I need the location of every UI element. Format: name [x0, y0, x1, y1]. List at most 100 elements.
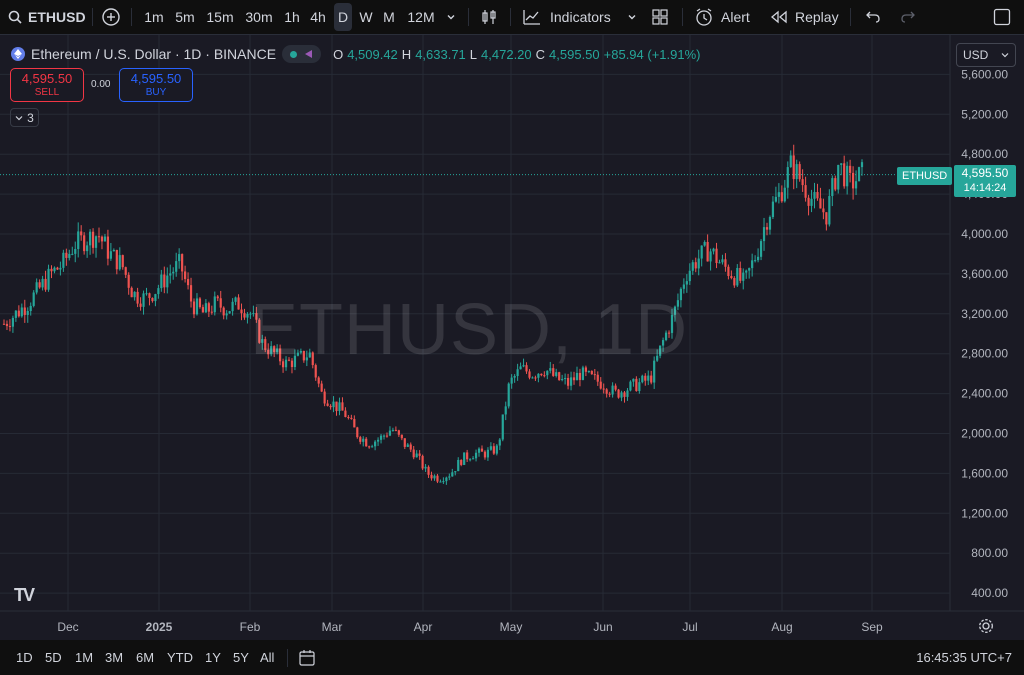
- candle-body: [240, 309, 243, 314]
- candle-body: [445, 477, 448, 482]
- candle-body: [290, 360, 294, 368]
- candle-body: [65, 252, 68, 258]
- symbol-search[interactable]: ETHUSD: [8, 0, 86, 34]
- candle-body: [424, 466, 427, 469]
- price-tick-label: 4,000.00: [961, 227, 1008, 241]
- interval-m[interactable]: M: [383, 9, 395, 25]
- redo-button[interactable]: [897, 0, 919, 34]
- range-1y[interactable]: 1Y: [205, 650, 221, 665]
- undo-button[interactable]: [862, 0, 884, 34]
- price-chart[interactable]: 5,600.005,200.004,800.004,400.004,000.00…: [0, 35, 1024, 641]
- indicators-collapse-button[interactable]: 3: [10, 108, 39, 127]
- market-status[interactable]: [282, 45, 322, 63]
- candle-body: [169, 273, 172, 276]
- candle-body: [736, 267, 739, 286]
- candle-body: [587, 371, 590, 373]
- candle-body: [837, 164, 840, 190]
- timezone-clock[interactable]: 16:45:35 UTC+7: [916, 650, 1012, 665]
- candle-body: [371, 446, 374, 448]
- interval-5m[interactable]: 5m: [175, 9, 195, 25]
- candle-body: [454, 471, 457, 473]
- sell-button[interactable]: 4,595.50 SELL: [10, 68, 84, 102]
- goto-date-button[interactable]: [298, 640, 316, 675]
- interval-4h[interactable]: 4h: [310, 9, 326, 25]
- candle-body: [50, 268, 53, 272]
- interval-w[interactable]: W: [359, 9, 373, 25]
- candle-body: [676, 300, 680, 307]
- candle-body: [103, 236, 107, 242]
- range-5d[interactable]: 5D: [45, 650, 62, 665]
- candle-body: [124, 267, 127, 275]
- range-1d[interactable]: 1D: [16, 650, 33, 665]
- change-value: +85.94 (+1.91%): [603, 46, 701, 62]
- chart-pane[interactable]: 5,600.005,200.004,800.004,400.004,000.00…: [0, 34, 1024, 640]
- candle-body: [38, 282, 41, 288]
- fullscreen-button[interactable]: [990, 0, 1014, 34]
- market-open-dot: [290, 50, 298, 58]
- alarm-clock-icon: [696, 8, 712, 26]
- candle-body: [549, 368, 552, 371]
- candle-body: [216, 296, 219, 299]
- candle-body: [762, 227, 766, 242]
- interval-dropdown[interactable]: [442, 0, 460, 34]
- range-1m[interactable]: 1M: [75, 650, 94, 665]
- range-6m[interactable]: 6M: [136, 650, 155, 665]
- candle-body: [751, 260, 754, 269]
- candle-body: [320, 383, 323, 392]
- interval-1h[interactable]: 1h: [284, 9, 300, 25]
- price-tick-label: 800.00: [971, 546, 1008, 560]
- candle-body: [181, 254, 184, 272]
- candle-body: [186, 279, 190, 286]
- candle-body: [388, 430, 392, 436]
- compare-symbol-button[interactable]: [100, 0, 122, 34]
- candle-body: [279, 348, 282, 362]
- candle-body: [195, 298, 199, 315]
- candle-body: [246, 313, 249, 318]
- candle-body: [442, 481, 445, 483]
- range-ytd[interactable]: YTD: [167, 650, 193, 665]
- buy-button[interactable]: 4,595.50 BUY: [119, 68, 193, 102]
- symbol-title[interactable]: Ethereum / U.S. Dollar · 1D · BINANCE: [31, 46, 277, 62]
- price-tick-label: 3,600.00: [961, 267, 1008, 281]
- interval-15m[interactable]: 15m: [206, 9, 234, 25]
- candle-body: [204, 303, 207, 313]
- replay-button[interactable]: Replay: [770, 0, 840, 34]
- candle-body: [56, 267, 59, 270]
- time-tick-label: Feb: [240, 620, 261, 634]
- candle-body: [71, 253, 74, 255]
- candle-body: [23, 307, 26, 315]
- alert-button[interactable]: Alert: [694, 0, 756, 34]
- candle-body: [480, 448, 484, 452]
- candle-body: [314, 365, 317, 378]
- candle-body: [608, 393, 611, 395]
- layouts-button[interactable]: [649, 0, 671, 34]
- candle-body: [531, 377, 534, 379]
- symbol-name: ETHUSD: [28, 9, 86, 25]
- candle-body: [739, 267, 742, 281]
- candle-body: [581, 367, 585, 380]
- candle-body: [344, 410, 347, 418]
- candle-body: [41, 278, 44, 288]
- chart-type-button[interactable]: [478, 0, 500, 34]
- currency-select[interactable]: USD: [956, 43, 1016, 67]
- candle-body: [276, 348, 279, 353]
- candle-body: [323, 391, 326, 404]
- range-all[interactable]: All: [260, 650, 275, 665]
- interval-d[interactable]: D: [334, 3, 352, 31]
- interval-12m[interactable]: 12M: [407, 9, 435, 25]
- redo-icon: [901, 11, 915, 23]
- interval-30m[interactable]: 30m: [245, 9, 273, 25]
- candle-body: [730, 276, 733, 279]
- tradingview-logo[interactable]: TV: [14, 585, 35, 605]
- indicators-button[interactable]: Indicators: [522, 0, 642, 34]
- interval-1m[interactable]: 1m: [144, 9, 164, 25]
- candle-body: [210, 311, 213, 313]
- candle-body: [329, 405, 332, 408]
- range-5y[interactable]: 5Y: [233, 650, 249, 665]
- search-icon: [8, 10, 22, 24]
- gear-icon[interactable]: [978, 618, 994, 634]
- range-3m[interactable]: 3M: [105, 650, 124, 665]
- candle-body: [11, 317, 15, 327]
- time-tick-label: Aug: [771, 620, 792, 634]
